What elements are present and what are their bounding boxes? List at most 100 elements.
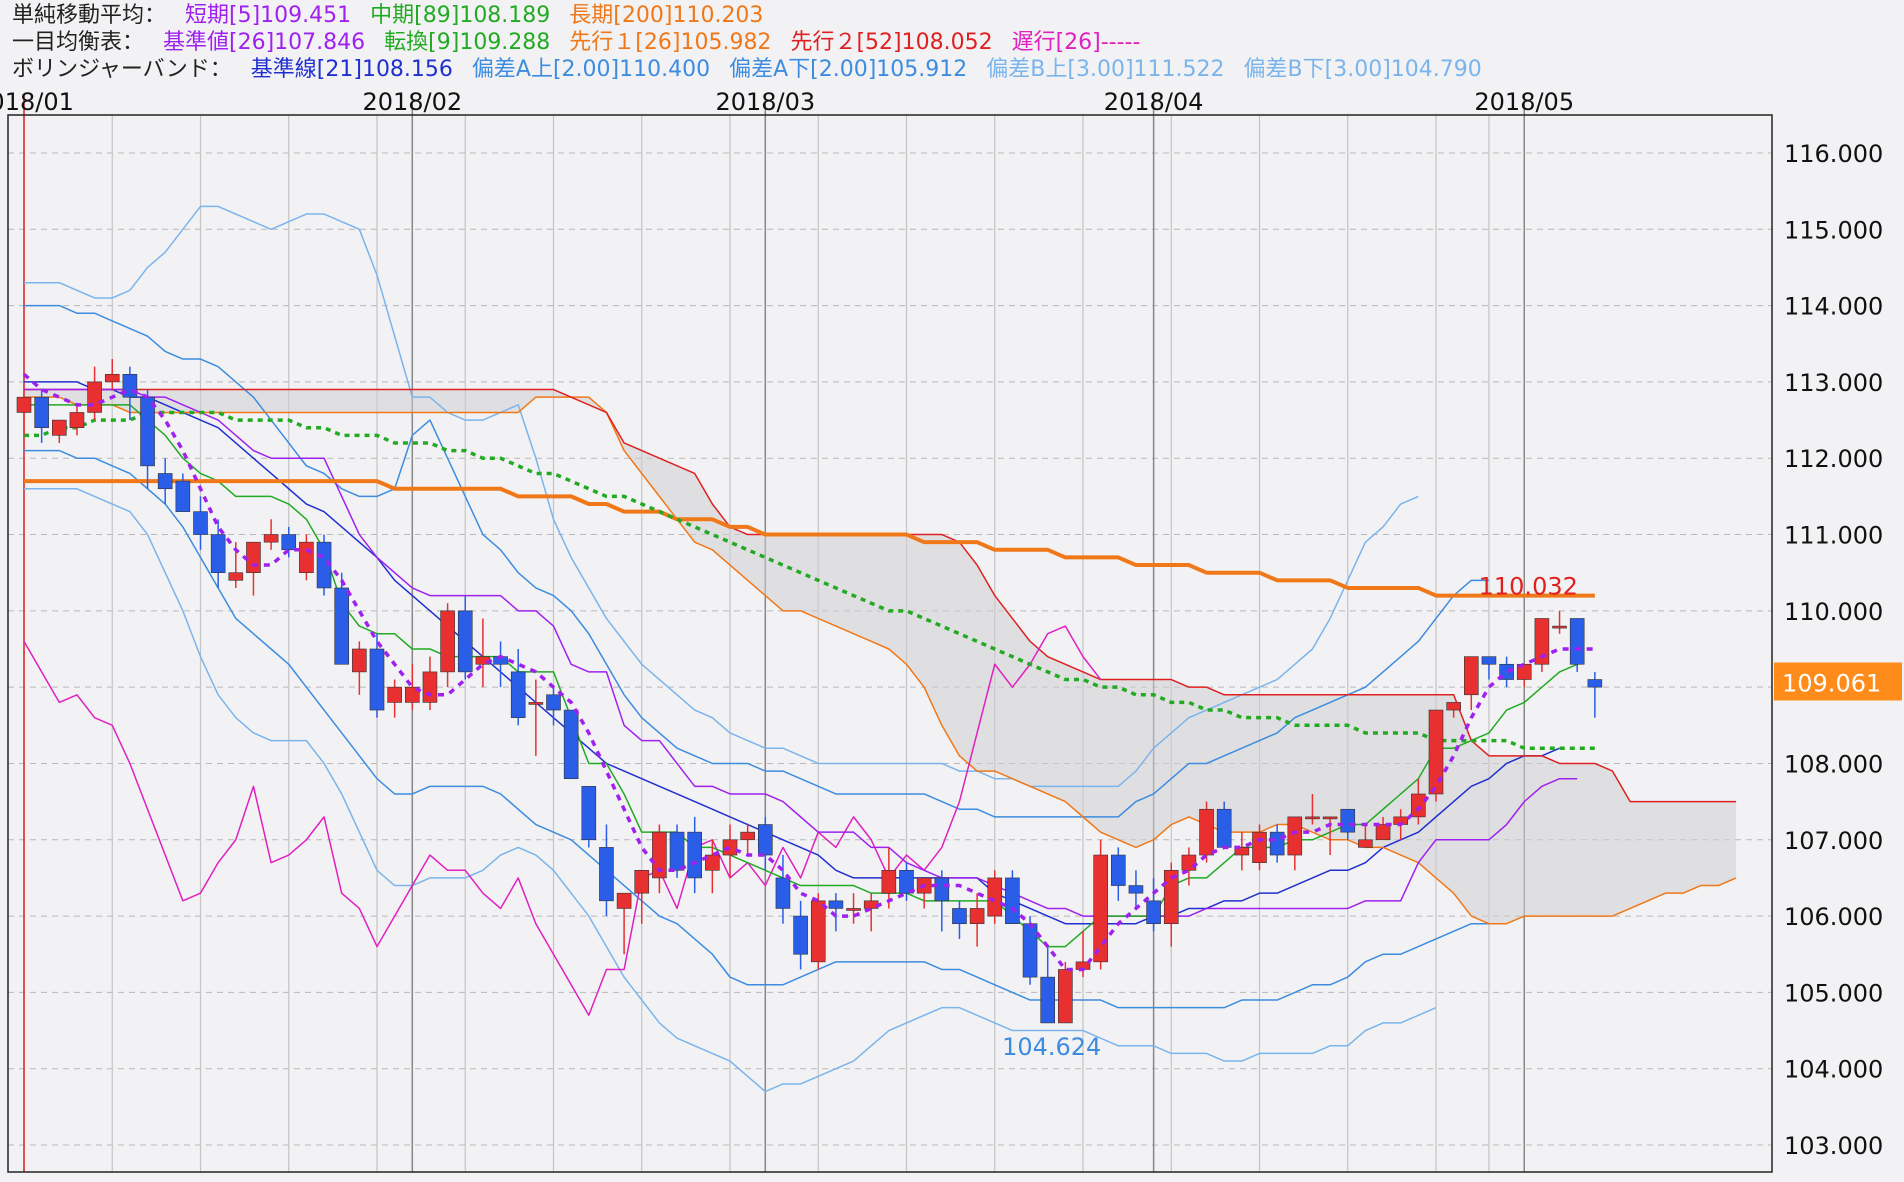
candle-down xyxy=(210,534,226,573)
candle-down xyxy=(1022,923,1038,978)
candle-down xyxy=(1005,877,1020,925)
candle-up xyxy=(1428,709,1444,795)
y-tick-label: 112.000 xyxy=(1784,445,1883,473)
candle-up xyxy=(299,541,314,573)
legend-bb-b-dn: 偏差B下[3.00]104.790 xyxy=(1243,57,1482,82)
month-labels-layer: 2018/01 2018/02 2018/03 2018/04 2018/05 xyxy=(0,88,1574,116)
candle-down xyxy=(599,847,614,902)
candle-down xyxy=(775,877,791,909)
candle-up xyxy=(969,908,985,925)
legend-chikou: 遅行[26]----- xyxy=(1011,30,1141,55)
candle-up xyxy=(404,686,420,703)
line-bb-a-up xyxy=(24,304,1489,818)
candle-up xyxy=(722,839,738,856)
line-chikou xyxy=(23,625,1102,1017)
month-label: 2018/04 xyxy=(1104,88,1204,116)
legend-sma-long: 長期[200]110.203 xyxy=(569,3,764,28)
candle-up xyxy=(51,419,67,436)
candle-up xyxy=(652,831,667,879)
candle-down xyxy=(1481,656,1497,665)
candle-up xyxy=(440,610,455,673)
candle-down xyxy=(581,786,597,841)
month-label: 2018/05 xyxy=(1474,88,1574,116)
annotations-layer: 110.032 104.624 xyxy=(1002,572,1578,1061)
legend-sma-mid: 中期[89]108.189 xyxy=(370,3,551,28)
current-price-label: 109.061 xyxy=(1782,669,1881,697)
indicator-lines-layer xyxy=(23,205,1737,1093)
candle-down xyxy=(1587,679,1603,688)
candle-up xyxy=(846,908,861,911)
candle-up xyxy=(387,686,402,703)
candle-down xyxy=(546,694,561,711)
legend-bb-mid: 基準線[21]108.156 xyxy=(250,57,453,82)
month-label: 2018/01 xyxy=(0,88,74,116)
legend-row-bollinger: ボリンジャーバンド： 基準線[21]108.156 偏差A上[2.00]110.… xyxy=(12,56,1572,83)
candle-down xyxy=(369,648,385,711)
legend-bb-b-up: 偏差B上[3.00]111.522 xyxy=(986,57,1225,82)
candle-down xyxy=(899,869,914,894)
candle-down xyxy=(1340,808,1356,833)
candle-up xyxy=(1375,824,1391,841)
legend-bb-a-up: 偏差A上[2.00]110.400 xyxy=(471,57,711,82)
legend-bollinger-title: ボリンジャーバンド： xyxy=(12,57,232,82)
y-tick-label: 114.000 xyxy=(1784,293,1883,321)
candle-down xyxy=(1128,885,1144,894)
candle-up xyxy=(422,671,438,703)
line-sma-long xyxy=(24,479,1595,598)
candle-down xyxy=(1216,808,1232,848)
legend-senkou2: 先行２[52]108.052 xyxy=(790,30,993,55)
y-tick-label: 106.000 xyxy=(1784,903,1883,931)
candle-up xyxy=(1163,869,1179,925)
candle-down xyxy=(563,709,579,780)
candle-up xyxy=(352,648,367,673)
candle-down xyxy=(828,900,844,909)
candle-down xyxy=(669,831,685,871)
candle-down xyxy=(1499,663,1514,680)
y-tick-label: 107.000 xyxy=(1784,827,1883,855)
candle-down xyxy=(1111,854,1126,886)
candle-up xyxy=(1358,839,1373,848)
y-tick-label: 105.000 xyxy=(1784,979,1883,1007)
ichimoku-cloud xyxy=(24,389,1737,924)
legend-row-ichimoku: 一目均衡表： 基準値[26]107.846 転換[9]109.288 先行１[2… xyxy=(12,29,1572,56)
candle-up xyxy=(1464,656,1479,696)
legend-ichimoku-title: 一目均衡表： xyxy=(12,30,145,55)
line-senkou1 xyxy=(24,396,1737,925)
legend-sma-title: 単純移動平均： xyxy=(12,3,167,28)
legend-tenkan: 転換[9]109.288 xyxy=(384,30,551,55)
candle-up xyxy=(1534,618,1550,665)
annotation-label: 110.032 xyxy=(1479,572,1578,600)
candle-down xyxy=(934,877,950,902)
candle-up xyxy=(69,412,85,429)
candle-up xyxy=(1516,663,1532,680)
line-bb-a-dn xyxy=(24,449,1489,1009)
candle-up xyxy=(1411,793,1426,818)
line-bb-b-dn xyxy=(24,488,1437,1093)
line-bb-b-up xyxy=(24,205,1419,788)
line-kijun xyxy=(24,388,1578,917)
legend-bb-a-dn: 偏差A下[2.00]105.912 xyxy=(729,57,968,82)
plot-frame xyxy=(7,114,1773,1173)
candle-down xyxy=(334,587,350,665)
candle-up xyxy=(16,396,32,413)
y-tick-label: 115.000 xyxy=(1784,216,1883,244)
candle-up xyxy=(634,869,650,894)
candle-down xyxy=(457,610,473,673)
candle-up xyxy=(1234,847,1250,856)
candle-up xyxy=(616,892,632,909)
candle-up xyxy=(1322,816,1338,820)
month-label: 2018/03 xyxy=(715,88,815,116)
month-label: 2018/02 xyxy=(362,88,462,116)
candle-down xyxy=(510,671,526,718)
line-sma-mid xyxy=(24,410,1595,750)
current-price-badge xyxy=(1774,662,1902,701)
indicator-legend: 単純移動平均： 短期[5]109.451 中期[89]108.189 長期[20… xyxy=(12,2,1572,86)
candle-up xyxy=(87,381,102,413)
y-tick-label: 111.000 xyxy=(1784,522,1883,550)
candle-down xyxy=(175,480,191,512)
candle-down xyxy=(1269,831,1285,856)
candle-up xyxy=(705,854,720,871)
candle-down xyxy=(281,534,297,551)
y-tick-label: 108.000 xyxy=(1784,750,1883,778)
